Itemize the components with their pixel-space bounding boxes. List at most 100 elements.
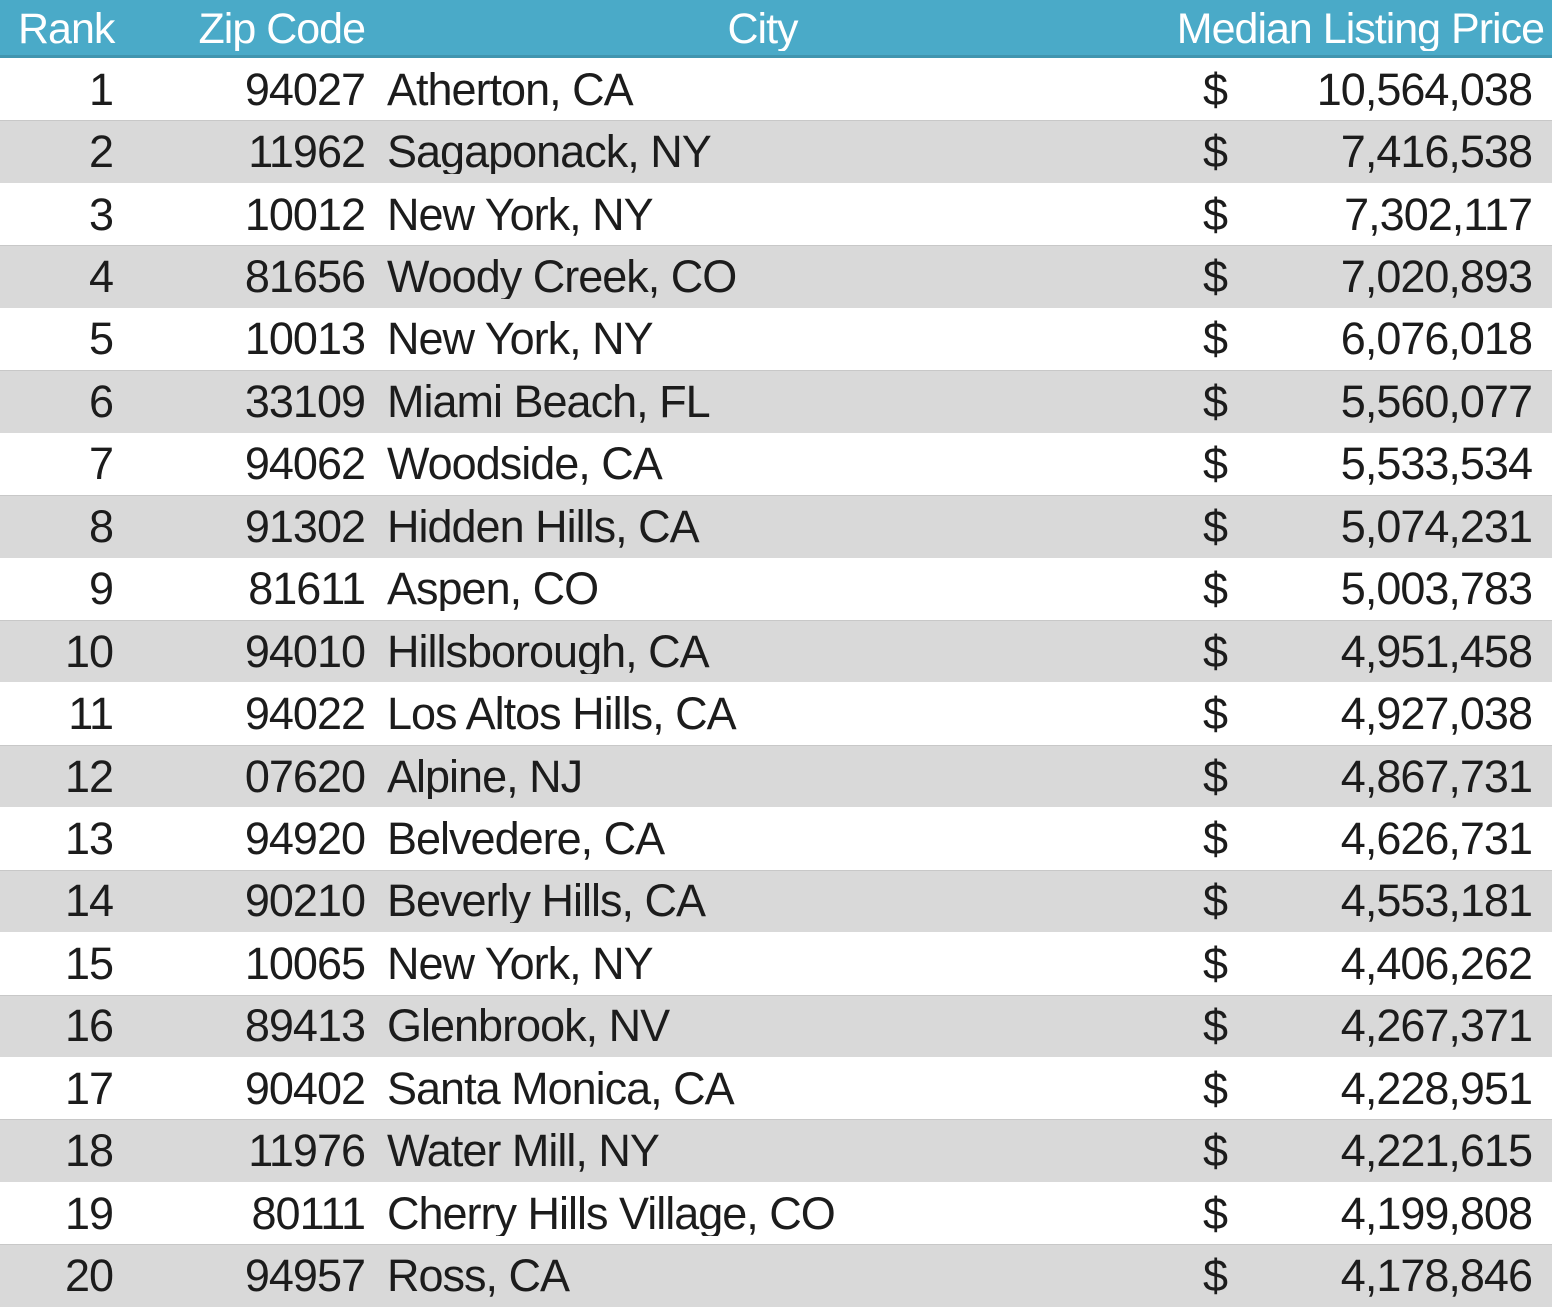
- currency-symbol: $: [1203, 191, 1228, 237]
- price-amount: 4,867,731: [1340, 753, 1533, 799]
- currency-symbol: $: [1203, 129, 1228, 175]
- table-row: 8 91302 Hidden Hills, CA $ 5,074,231: [0, 495, 1552, 558]
- zip-code-cell: 91302: [244, 503, 366, 549]
- zip-code-cell: 81656: [244, 254, 366, 300]
- price-amount: 6,076,018: [1340, 316, 1533, 362]
- price-cell: $ 10,564,038: [1150, 67, 1552, 112]
- currency-symbol: $: [1203, 1190, 1228, 1236]
- price-cell: $ 7,416,538: [1150, 129, 1552, 174]
- table-row: 11 94022 Los Altos Hills, CA $ 4,927,038: [0, 682, 1552, 745]
- table-row: 10 94010 Hillsborough, CA $ 4,951,458: [0, 619, 1552, 683]
- zip-code-cell: 94062: [244, 441, 366, 487]
- price-amount: 4,199,808: [1340, 1190, 1533, 1236]
- price-cell: $ 4,228,951: [1150, 1066, 1552, 1111]
- table-row: 20 94957 Ross, CA $ 4,178,846: [0, 1244, 1552, 1307]
- table-row: 13 94920 Belvedere, CA $ 4,626,731: [0, 807, 1552, 870]
- currency-symbol: $: [1203, 1253, 1228, 1299]
- price-cell: $ 4,626,731: [1150, 816, 1552, 861]
- currency-symbol: $: [1203, 628, 1228, 674]
- rank-cell: 16: [64, 1003, 114, 1049]
- city-cell: Alpine, NJ: [387, 753, 583, 799]
- currency-symbol: $: [1203, 1065, 1228, 1111]
- price-amount: 4,626,731: [1340, 815, 1533, 861]
- rank-cell: 3: [88, 191, 114, 237]
- rank-cell: 2: [88, 129, 114, 175]
- city-cell: Woody Creek, CO: [387, 254, 737, 300]
- rank-cell: 19: [64, 1190, 114, 1236]
- rank-cell: 10: [64, 628, 114, 674]
- price-amount: 5,533,534: [1340, 441, 1533, 487]
- price-cell: $ 4,553,181: [1150, 878, 1552, 923]
- rank-cell: 18: [64, 1128, 114, 1174]
- table-row: 12 07620 Alpine, NJ $ 4,867,731: [0, 744, 1552, 808]
- rank-cell: 12: [64, 753, 114, 799]
- table-row: 5 10013 New York, NY $ 6,076,018: [0, 307, 1552, 371]
- column-header-rank: Rank: [18, 7, 115, 51]
- price-cell: $ 4,927,038: [1150, 691, 1552, 736]
- rank-cell: 1: [88, 66, 114, 112]
- price-cell: $ 5,003,783: [1150, 566, 1552, 611]
- currency-symbol: $: [1203, 441, 1228, 487]
- table-row: 19 80111 Cherry Hills Village, CO $ 4,19…: [0, 1181, 1552, 1245]
- currency-symbol: $: [1203, 1003, 1228, 1049]
- price-cell: $ 4,199,808: [1150, 1191, 1552, 1236]
- city-cell: Ross, CA: [387, 1253, 570, 1299]
- city-cell: Belvedere, CA: [387, 815, 665, 861]
- city-cell: Glenbrook, NV: [387, 1003, 670, 1049]
- zip-code-cell: 10012: [244, 191, 366, 237]
- table-row: 4 81656 Woody Creek, CO $ 7,020,893: [0, 245, 1552, 308]
- price-cell: $ 5,560,077: [1150, 379, 1552, 424]
- zip-code-cell: 94010: [244, 628, 366, 674]
- price-cell: $ 4,406,262: [1150, 941, 1552, 986]
- table-row: 7 94062 Woodside, CA $ 5,533,534: [0, 432, 1552, 496]
- currency-symbol: $: [1203, 566, 1228, 612]
- city-cell: Sagaponack, NY: [387, 129, 712, 175]
- table-header-row: Rank Zip Code City Median Listing Price: [0, 0, 1552, 58]
- rank-cell: 14: [64, 878, 114, 924]
- zip-code-cell: 94027: [244, 66, 366, 112]
- price-amount: 4,228,951: [1340, 1065, 1533, 1111]
- city-cell: Hidden Hills, CA: [387, 503, 700, 549]
- rank-cell: 15: [64, 940, 114, 986]
- price-cell: $ 7,302,117: [1150, 192, 1552, 237]
- rank-cell: 11: [68, 691, 114, 737]
- price-cell: $ 7,020,893: [1150, 254, 1552, 299]
- price-cell: $ 5,074,231: [1150, 504, 1552, 549]
- city-cell: Cherry Hills Village, CO: [387, 1190, 836, 1236]
- city-cell: Aspen, CO: [387, 566, 599, 612]
- price-amount: 4,178,846: [1340, 1253, 1533, 1299]
- table-row: 18 11976 Water Mill, NY $ 4,221,615: [0, 1119, 1552, 1182]
- price-amount: 5,074,231: [1340, 503, 1533, 549]
- rank-cell: 7: [88, 441, 114, 487]
- price-amount: 4,221,615: [1340, 1128, 1533, 1174]
- zip-code-cell: 89413: [244, 1003, 366, 1049]
- price-cell: $ 4,221,615: [1150, 1128, 1552, 1173]
- city-cell: Beverly Hills, CA: [387, 878, 706, 924]
- zip-code-cell: 07620: [244, 753, 366, 799]
- city-cell: New York, NY: [387, 191, 654, 237]
- price-cell: $ 6,076,018: [1150, 316, 1552, 361]
- currency-symbol: $: [1203, 940, 1228, 986]
- zip-code-cell: 11962: [248, 129, 366, 175]
- zip-code-cell: 94022: [244, 691, 366, 737]
- price-cell: $ 4,267,371: [1150, 1003, 1552, 1048]
- price-cell: $ 4,867,731: [1150, 754, 1552, 799]
- city-cell: New York, NY: [387, 316, 654, 362]
- zip-code-cell: 90210: [244, 878, 366, 924]
- price-amount: 4,553,181: [1340, 878, 1533, 924]
- currency-symbol: $: [1203, 691, 1228, 737]
- city-cell: Woodside, CA: [387, 441, 663, 487]
- zip-code-cell: 90402: [244, 1065, 366, 1111]
- price-cell: $ 4,178,846: [1150, 1253, 1552, 1298]
- currency-symbol: $: [1203, 753, 1228, 799]
- zip-code-cell: 81611: [248, 566, 366, 612]
- rank-cell: 13: [64, 815, 114, 861]
- zip-code-cell: 94957: [244, 1253, 366, 1299]
- price-amount: 7,020,893: [1340, 254, 1533, 300]
- price-amount: 7,302,117: [1344, 191, 1533, 237]
- table-row: 14 90210 Beverly Hills, CA $ 4,553,181: [0, 869, 1552, 933]
- price-cell: $ 5,533,534: [1150, 441, 1552, 486]
- column-header-city: City: [727, 7, 798, 51]
- price-amount: 4,406,262: [1340, 940, 1533, 986]
- rank-cell: 4: [88, 254, 114, 300]
